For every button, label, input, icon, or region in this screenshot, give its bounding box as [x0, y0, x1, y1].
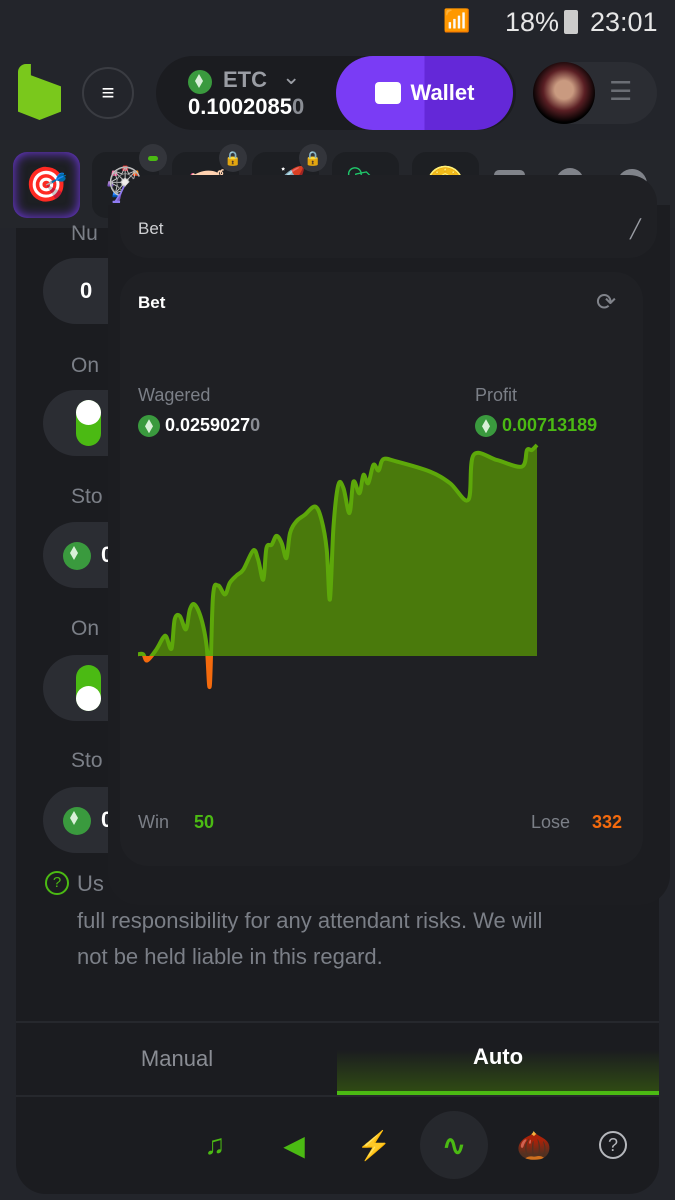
wagered-value: 0.02590270 — [138, 415, 260, 438]
status-bar: 📶 18% 23:01 — [0, 0, 675, 48]
etc-coin-icon — [63, 542, 91, 570]
field-label: Sto — [71, 749, 103, 772]
win-count: 50 — [194, 812, 215, 832]
curve-icon[interactable]: ∿ — [442, 1129, 466, 1161]
profit-area — [138, 445, 537, 656]
battery-percent: 18% — [505, 7, 560, 37]
menu-button[interactable]: ≡ — [82, 67, 134, 119]
chevron-down-icon: ⌄ — [282, 64, 301, 89]
avatar[interactable] — [533, 62, 595, 124]
curve-button[interactable] — [420, 1111, 488, 1179]
progress-badge — [139, 144, 167, 172]
music-icon[interactable]: ♫ — [204, 1129, 226, 1160]
wallet-button[interactable]: Wallet — [336, 56, 513, 130]
target-icon: 🎯 — [25, 166, 68, 204]
field-label: Sto — [71, 485, 103, 508]
lock-icon: 🔒 — [219, 144, 247, 172]
note-text: full responsibility for any attendant ri… — [77, 908, 543, 933]
edit-icon[interactable]: ╱ — [630, 219, 641, 239]
profit-chart — [137, 443, 539, 690]
refresh-icon[interactable]: ⟳ — [596, 289, 617, 316]
tab-auto[interactable]: Auto — [337, 1022, 659, 1095]
acorn-icon[interactable]: 🌰 — [516, 1129, 552, 1161]
wallet-icon — [374, 82, 401, 104]
tab-manual[interactable]: Manual — [140, 1045, 214, 1071]
profit-line — [137, 443, 539, 656]
note-text: not be held liable in this regard. — [77, 944, 383, 969]
sound-icon[interactable]: ◀ — [283, 1129, 305, 1161]
profile-menu[interactable]: ☰ — [533, 62, 657, 124]
balance-value: 0.10020850 — [188, 94, 305, 119]
etc-coin-icon — [63, 807, 91, 835]
battery-icon — [564, 10, 578, 34]
toggle-switch[interactable] — [76, 400, 101, 446]
etc-coin-icon — [138, 415, 160, 438]
field-label: On — [71, 354, 100, 377]
header: ≡ ETC ⌄ 0.10020850 Wallet ☰ — [0, 48, 675, 140]
etc-coin-icon — [475, 415, 497, 438]
bet-stats-card: Bet ⟳ Wagered 0.02590270 Profit 0.007131… — [120, 272, 643, 866]
toggle-switch[interactable] — [76, 665, 101, 711]
field-label: Nu — [71, 222, 98, 245]
list-icon[interactable]: ☰ — [609, 76, 633, 106]
wifi-icon: 📶 — [443, 8, 471, 33]
hamburger-icon: ≡ — [101, 80, 115, 105]
field-label: On — [71, 617, 100, 640]
note-text: Us — [77, 871, 104, 896]
profit-value: 0.00713189 — [475, 415, 597, 438]
clock: 23:01 — [590, 7, 658, 37]
lightning-icon[interactable]: ⚡ — [356, 1129, 392, 1161]
bet-card-collapsed[interactable]: Bet ╱ — [120, 175, 657, 258]
logo[interactable] — [18, 64, 61, 120]
help-icon[interactable]: ? — [45, 871, 69, 895]
etc-coin-icon — [188, 70, 212, 94]
divider — [16, 1095, 659, 1097]
currency-label: ETC — [223, 67, 267, 92]
live-stats-overlay: Bet ╱ Bet ⟳ Wagered 0.02590270 Profit 0.… — [108, 175, 670, 905]
target-button[interactable]: 🎯 — [13, 152, 80, 218]
help-icon[interactable]: ? — [599, 1131, 627, 1159]
lock-icon: 🔒 — [299, 144, 327, 172]
card-title: Bet — [138, 293, 166, 312]
lose-count: 332 — [592, 812, 623, 832]
